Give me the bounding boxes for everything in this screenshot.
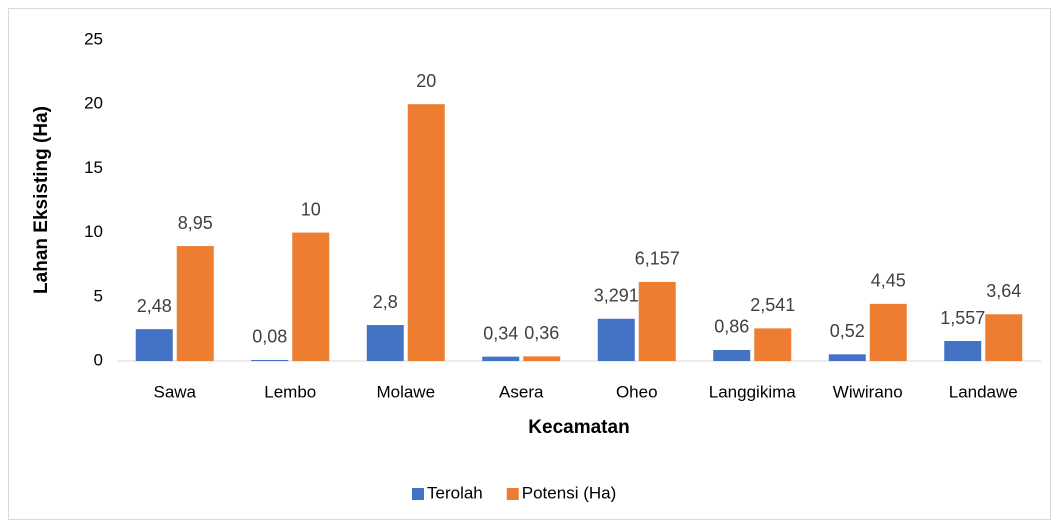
value-label: 3,64 <box>986 281 1021 301</box>
y-tick-label: 10 <box>84 222 103 241</box>
y-axis-title: Lahan Eksisting (Ha) <box>31 106 52 294</box>
y-tick-label: 5 <box>94 286 103 305</box>
value-label: 20 <box>416 71 436 91</box>
x-axis-title: Kecamatan <box>528 417 629 438</box>
value-label: 3,291 <box>594 285 639 305</box>
value-label: 4,45 <box>871 271 906 291</box>
x-tick-label: Wiwirano <box>833 382 903 401</box>
x-tick-label: Oheo <box>616 382 658 401</box>
y-tick-label: 15 <box>84 158 103 177</box>
bar <box>251 359 289 361</box>
x-tick-label: Sawa <box>153 382 196 401</box>
y-tick-label: 0 <box>94 350 103 369</box>
legend-swatch <box>412 488 424 500</box>
chart-frame <box>8 8 1051 520</box>
value-label: 10 <box>301 199 321 219</box>
bar <box>135 329 173 361</box>
bar <box>523 356 561 361</box>
value-label: 2,8 <box>373 292 398 312</box>
value-label: 2,541 <box>750 295 795 315</box>
value-label: 1,557 <box>940 308 985 328</box>
value-label: 2,48 <box>137 296 172 316</box>
legend-swatch <box>506 488 519 500</box>
legend-label: Potensi (Ha) <box>522 483 616 502</box>
value-label: 0,34 <box>483 323 518 343</box>
bar <box>176 246 214 361</box>
y-tick-label: 20 <box>84 94 103 113</box>
bar <box>407 104 445 361</box>
bar <box>292 232 330 361</box>
value-label: 0,52 <box>830 321 865 341</box>
value-label: 0,86 <box>714 317 749 337</box>
value-label: 0,36 <box>524 323 559 343</box>
x-tick-label: Molawe <box>376 382 435 401</box>
bar <box>828 354 866 361</box>
x-tick-label: Lembo <box>264 382 316 401</box>
value-label: 0,08 <box>252 327 287 347</box>
legend-label: Terolah <box>427 483 483 502</box>
bar <box>869 303 907 361</box>
x-tick-label: Landawe <box>949 382 1018 401</box>
bar <box>754 328 792 361</box>
bar <box>713 349 751 361</box>
bar <box>944 341 982 361</box>
value-label: 6,157 <box>635 249 680 269</box>
bar <box>597 318 635 361</box>
bar <box>985 314 1023 361</box>
bar <box>366 325 404 361</box>
y-tick-label: 25 <box>84 29 103 48</box>
x-tick-label: Langgikima <box>709 382 796 401</box>
x-tick-label: Asera <box>499 382 544 401</box>
bar <box>482 356 520 361</box>
bar <box>638 281 676 361</box>
value-label: 8,95 <box>178 213 213 233</box>
